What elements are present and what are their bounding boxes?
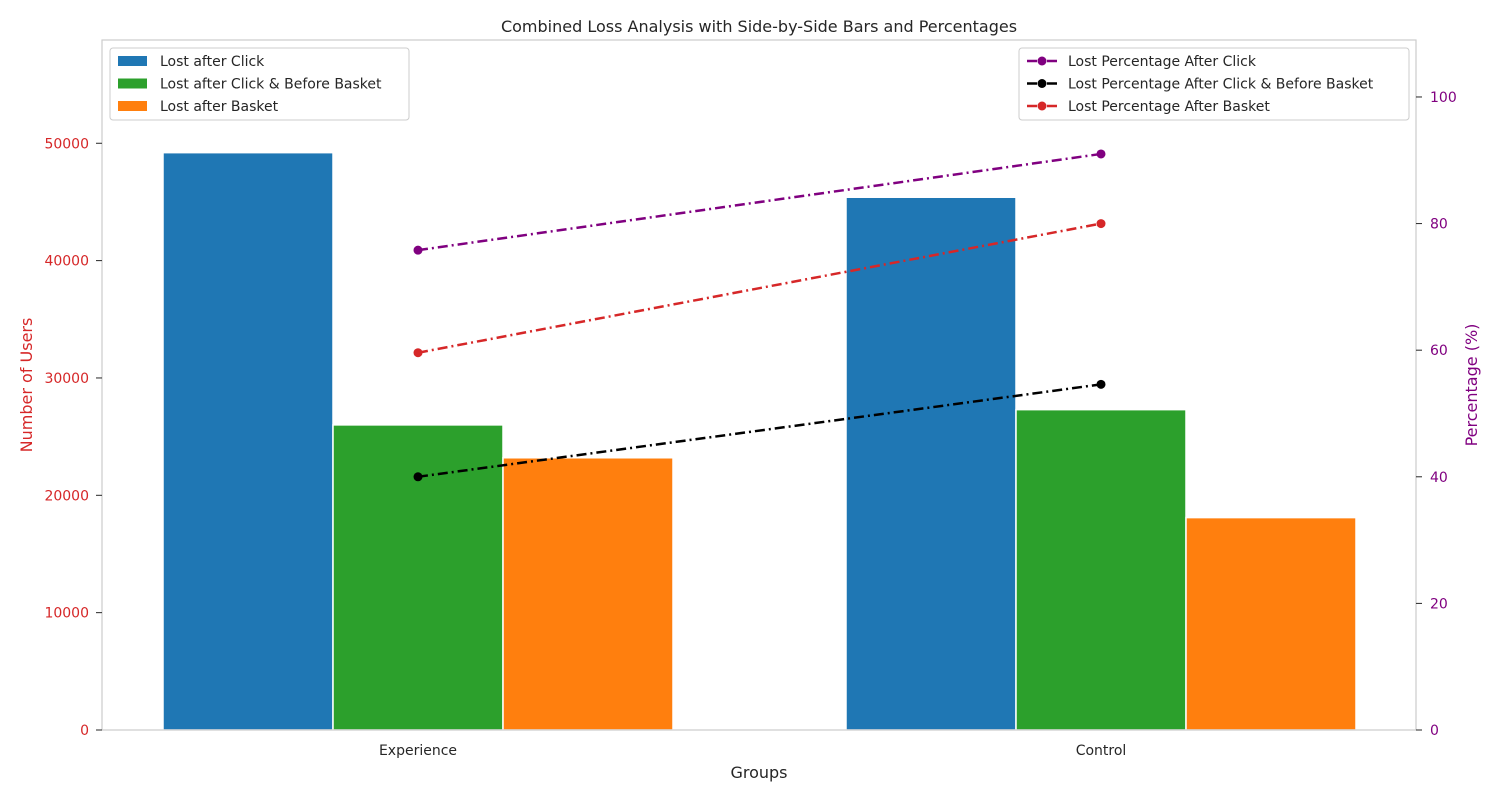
left-y-axis-label: Number of Users — [17, 318, 36, 453]
bar-legend-label-2: Lost after Click & Before Basket — [160, 77, 382, 93]
line-legend: Lost Percentage After Click Lost Percenta… — [1018, 47, 1410, 121]
left-y-tick-label-5: 50000 — [44, 136, 89, 152]
chart-title: Combined Loss Analysis with Side-by-Side… — [501, 17, 1017, 36]
bar-legend-swatch-2 — [118, 78, 147, 89]
right-y-axis-label: Percentage (%) — [1462, 324, 1481, 447]
line-legend-box — [1018, 47, 1410, 121]
point-3-control — [1096, 219, 1106, 229]
line-legend-label-3: Lost Percentage After Basket — [1068, 99, 1270, 115]
left-y-tick-label-3: 30000 — [44, 371, 89, 387]
bar-legend-swatch-3 — [118, 101, 147, 111]
bar-3-control — [1185, 516, 1357, 731]
x-axis: Experience Control — [379, 743, 1126, 759]
x-tick-label-experience: Experience — [379, 743, 457, 759]
point-2-control — [1096, 379, 1106, 389]
bar-legend-box — [109, 47, 410, 121]
left-y-tick-label-0: 0 — [80, 723, 89, 739]
line-legend-marker-1 — [1037, 56, 1047, 66]
bar-1-control — [845, 196, 1017, 731]
bar-legend-label-3: Lost after Basket — [160, 99, 279, 115]
point-3-experience — [413, 348, 423, 358]
bar-legend-swatch-1 — [118, 56, 147, 66]
line-series-2 — [417, 383, 1102, 479]
left-y-tick-label-2: 20000 — [44, 488, 89, 504]
bars-group — [162, 151, 1357, 731]
left-y-tick-label-1: 10000 — [44, 606, 89, 622]
right-y-tick-label-3: 60 — [1430, 343, 1448, 359]
percentage-lines-group — [413, 149, 1106, 482]
bar-3-experience — [502, 457, 674, 731]
line-legend-label-1: Lost Percentage After Click — [1068, 54, 1257, 70]
left-y-axis: 0 10000 20000 30000 40000 50000 — [44, 136, 102, 739]
point-1-experience — [413, 245, 423, 255]
plot-frame — [101, 39, 1417, 731]
point-1-control — [1096, 149, 1106, 159]
bar-2-control — [1015, 408, 1187, 731]
right-y-tick-label-4: 80 — [1430, 217, 1448, 233]
line-series-3 — [417, 222, 1102, 354]
left-y-tick-label-4: 40000 — [44, 254, 89, 270]
bar-1-experience — [162, 151, 334, 731]
line-legend-label-2: Lost Percentage After Click & Before Bas… — [1068, 77, 1374, 93]
right-y-tick-label-5: 100 — [1430, 90, 1457, 106]
right-y-axis: 0 20 40 60 80 100 — [1416, 90, 1457, 739]
right-y-tick-label-1: 20 — [1430, 596, 1448, 612]
bar-legend-label-1: Lost after Click — [160, 54, 265, 70]
x-axis-label: Groups — [730, 763, 787, 782]
line-legend-marker-2 — [1037, 79, 1047, 88]
bar-legend: Lost after Click Lost after Click & Befor… — [109, 47, 410, 121]
line-series-1 — [417, 152, 1102, 252]
x-tick-label-control: Control — [1076, 743, 1127, 759]
line-legend-marker-3 — [1037, 101, 1047, 111]
bar-2-experience — [332, 424, 504, 731]
right-y-tick-label-2: 40 — [1430, 470, 1448, 486]
point-2-experience — [413, 472, 423, 482]
right-y-tick-label-0: 0 — [1430, 723, 1439, 739]
